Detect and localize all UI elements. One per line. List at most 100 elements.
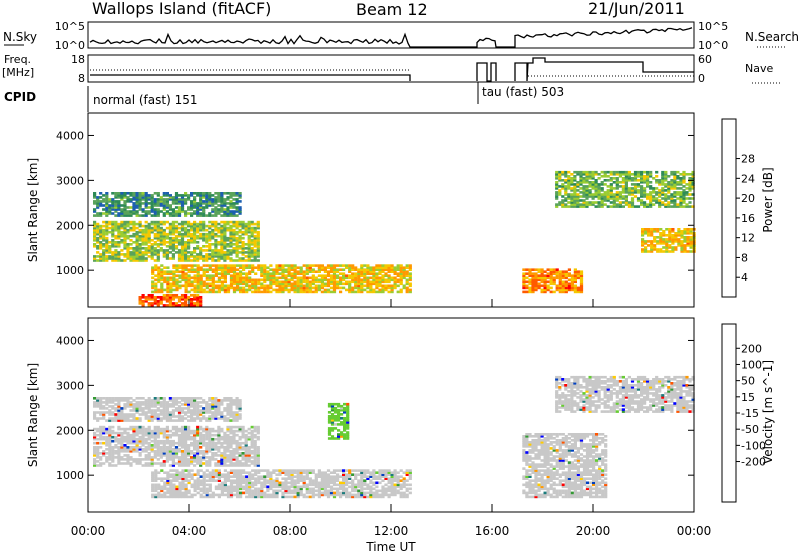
echo-cell <box>114 234 118 238</box>
echo-cell <box>187 194 191 197</box>
echo-cell <box>658 183 662 186</box>
echo-cell <box>570 177 574 180</box>
echo-cell <box>339 268 343 271</box>
echo-cell <box>670 199 674 202</box>
echo-cell <box>399 288 403 292</box>
echo-cell <box>135 409 139 412</box>
echo-cell <box>190 417 194 420</box>
echo-cell <box>326 274 331 277</box>
echo-cell <box>193 264 197 267</box>
echo-cell <box>528 274 532 277</box>
echo-cell <box>287 266 291 269</box>
echo-cell <box>108 208 112 211</box>
echo-cell <box>174 462 179 465</box>
y-tick-label: 3000 <box>56 174 84 187</box>
echo-cell <box>597 201 601 204</box>
echo-cell <box>163 288 167 292</box>
echo-cell <box>241 435 245 439</box>
echo-cell <box>260 264 264 267</box>
echo-cell <box>354 284 358 288</box>
echo-cell <box>336 274 340 277</box>
echo-cell <box>658 193 662 196</box>
echo-cell <box>257 477 261 480</box>
echo-cell <box>369 282 373 286</box>
echo-cell <box>342 272 346 275</box>
echo-cell <box>105 230 109 234</box>
echo-cell <box>159 239 163 242</box>
echo-cell <box>381 270 385 273</box>
echo-cell <box>190 264 194 267</box>
echo-cell <box>96 446 100 449</box>
echo-cell <box>570 280 574 284</box>
echo-cell <box>633 189 638 192</box>
echo-cell <box>190 444 194 447</box>
echo-cell <box>208 200 212 203</box>
echo-cell <box>351 286 355 290</box>
echo-cell <box>153 435 157 439</box>
echo-cell <box>567 181 571 184</box>
echo-cell <box>135 249 139 252</box>
echo-cell <box>665 234 669 237</box>
echo-cell <box>534 284 538 288</box>
echo-cell <box>680 230 684 233</box>
echo-cell <box>177 464 182 467</box>
echo-cell <box>184 462 188 465</box>
echo-cell <box>677 232 681 235</box>
echo-cell <box>208 460 212 463</box>
echo-cell <box>163 272 167 275</box>
echo-cell <box>105 427 109 431</box>
echo-cell <box>597 195 601 198</box>
echo-cell <box>384 272 388 275</box>
echo-cell <box>168 198 172 201</box>
echo-cell <box>236 268 240 271</box>
echo-cell <box>153 241 157 244</box>
echo-cell <box>214 441 218 445</box>
echo-cell <box>244 228 248 232</box>
echo-cell <box>129 427 133 431</box>
echo-cell <box>117 427 121 431</box>
echo-cell <box>202 206 206 209</box>
echo-cell <box>217 462 221 465</box>
echo-cell <box>384 266 388 269</box>
echo-cell <box>202 268 206 271</box>
echo-cell <box>202 239 206 242</box>
echo-cell <box>393 278 397 282</box>
echo-cell <box>190 208 194 211</box>
echo-cell <box>180 228 185 232</box>
echo-cell <box>366 264 370 267</box>
echo-cell <box>653 236 657 239</box>
echo-cell <box>682 177 686 180</box>
echo-cell <box>528 268 532 271</box>
echo-cell <box>172 280 176 284</box>
echo-cell <box>226 212 230 215</box>
echo-cell <box>405 270 409 273</box>
echo-cell <box>144 239 148 242</box>
echo-cell <box>226 487 231 491</box>
echo-cell <box>238 409 242 412</box>
echo-cell <box>363 288 367 292</box>
echo-cell <box>235 214 239 217</box>
echo-cell <box>387 276 391 280</box>
echo-cell <box>181 487 185 491</box>
echo-cell <box>171 302 175 305</box>
echo-cell <box>102 220 106 224</box>
echo-cell <box>166 276 170 280</box>
echo-cell <box>564 205 568 208</box>
echo-cell <box>254 483 258 487</box>
echo-cell <box>211 491 215 495</box>
echo-cell <box>105 460 109 463</box>
echo-cell <box>138 196 142 199</box>
echo-cell <box>211 230 215 234</box>
echo-cell <box>624 170 628 174</box>
echo-cell <box>305 280 309 284</box>
echo-cell <box>235 245 239 248</box>
echo-cell <box>223 212 227 215</box>
echo-cell <box>567 179 571 182</box>
echo-cell <box>111 446 115 449</box>
echo-cell <box>190 469 194 472</box>
echo-cell <box>129 409 133 412</box>
echo-cell <box>567 193 571 196</box>
echo-cell <box>114 208 118 211</box>
echo-cell <box>220 243 224 246</box>
echo-cell <box>674 238 678 241</box>
